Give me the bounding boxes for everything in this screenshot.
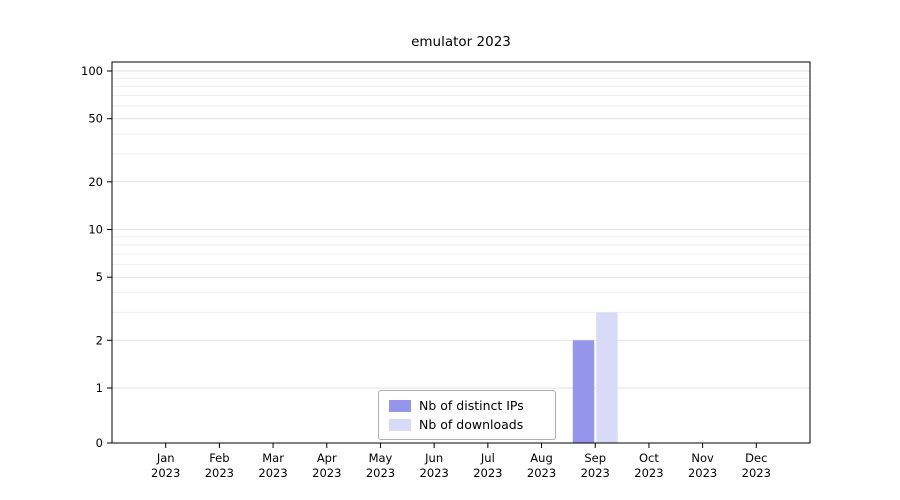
x-tick-label-year: 2023 [473,466,502,480]
legend-item-downloads: Nb of downloads [389,415,545,434]
x-tick-label-month: Nov [691,451,714,465]
y-tick-label: 0 [96,436,103,450]
y-tick-label: 10 [88,223,103,237]
x-tick-label-year: 2023 [366,466,395,480]
x-tick-label-month: Sep [584,451,606,465]
y-tick-label: 2 [96,333,103,347]
bar-sep-series1 [596,312,618,443]
x-tick-label-year: 2023 [151,466,180,480]
x-tick-label-month: Mar [262,451,284,465]
x-tick-label-year: 2023 [258,466,287,480]
x-tick-label-month: Dec [745,451,767,465]
x-tick-label-year: 2023 [581,466,610,480]
chart-title: emulator 2023 [411,34,511,50]
x-tick-label-year: 2023 [527,466,556,480]
legend-item-distinct-ips: Nb of distinct IPs [389,396,545,415]
y-tick-label: 50 [88,112,103,126]
x-tick-label-year: 2023 [312,466,341,480]
bar-sep-series0 [572,340,595,443]
x-tick-label-month: Jun [424,451,443,465]
legend-label-distinct-ips: Nb of distinct IPs [419,398,524,413]
x-tick-label-month: Aug [530,451,552,465]
y-tick-label: 20 [88,175,103,189]
legend-swatch-downloads [389,418,411,431]
x-tick-label-year: 2023 [205,466,234,480]
x-tick-label-year: 2023 [634,466,663,480]
legend-label-downloads: Nb of downloads [419,417,524,432]
y-tick-label: 5 [96,270,103,284]
x-tick-label-year: 2023 [688,466,717,480]
x-tick-label-year: 2023 [420,466,449,480]
x-tick-label-month: Apr [317,451,337,465]
legend: Nb of distinct IPs Nb of downloads [378,390,556,440]
legend-swatch-distinct-ips [389,399,411,412]
y-tick-label: 100 [81,64,103,78]
x-tick-label-month: May [369,451,393,465]
y-tick-label: 1 [96,381,103,395]
plot-border [111,61,811,444]
x-tick-label-month: Jul [480,451,495,465]
x-tick-label-year: 2023 [742,466,771,480]
x-tick-label-month: Jan [156,451,175,465]
x-tick-label-month: Oct [639,451,659,465]
x-tick-label-month: Feb [209,451,229,465]
